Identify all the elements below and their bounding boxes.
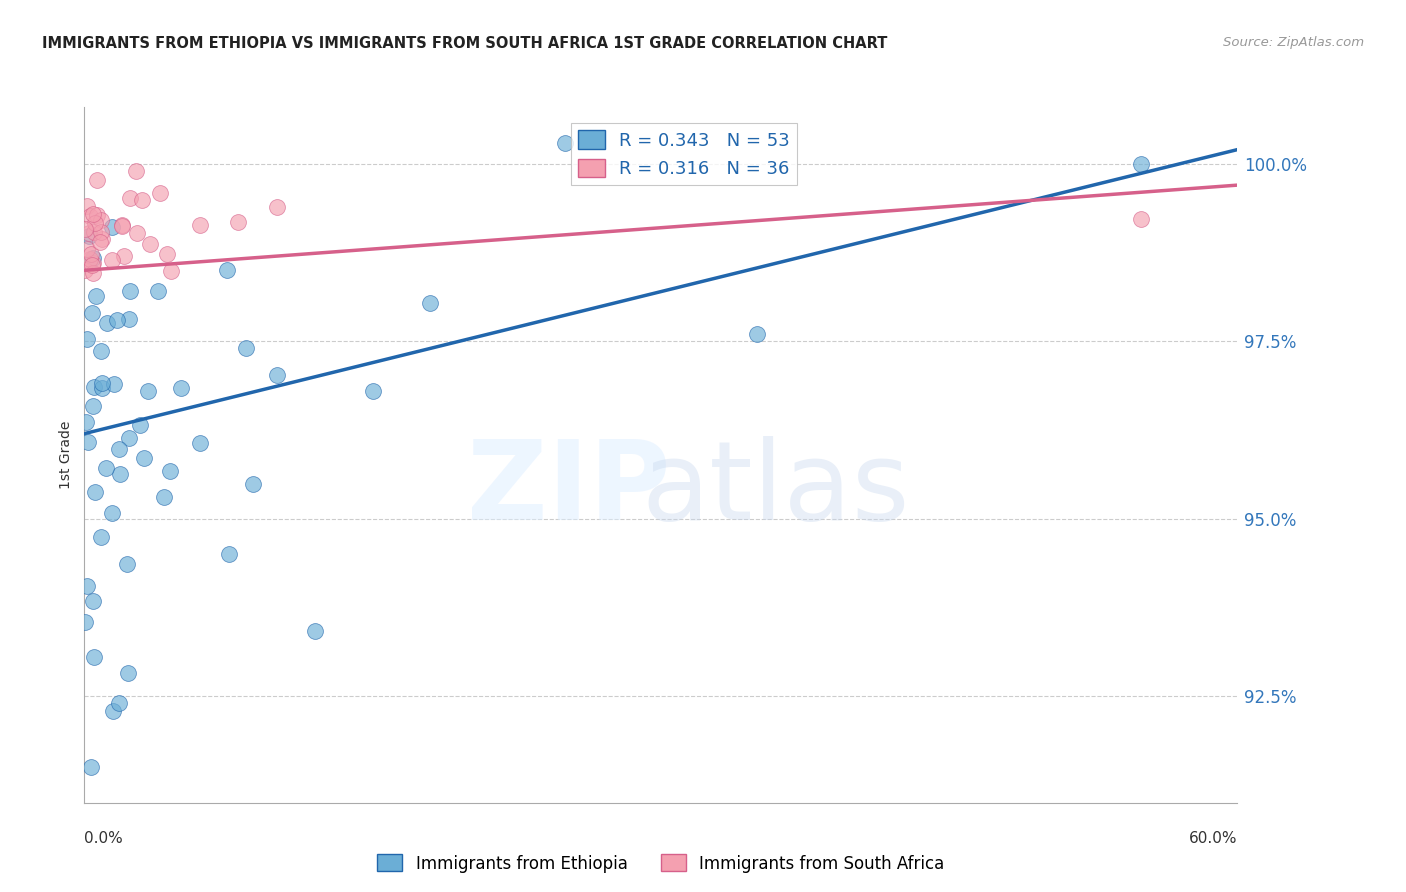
Point — [117, 430, 139, 444]
Point — [108, 697, 131, 711]
Point — [79, 209, 101, 223]
Point — [149, 186, 172, 200]
Point — [79, 252, 101, 267]
Text: 0.0%: 0.0% — [84, 831, 124, 846]
Point — [90, 381, 112, 395]
Point — [82, 594, 104, 608]
Point — [139, 237, 162, 252]
Point — [82, 256, 104, 270]
Point — [83, 649, 105, 664]
Point — [77, 226, 100, 240]
Point — [76, 242, 98, 256]
Point — [118, 311, 141, 326]
Point — [82, 251, 104, 265]
Point — [82, 266, 104, 280]
Point — [117, 558, 139, 572]
Point — [79, 228, 101, 243]
Point — [304, 624, 326, 638]
Text: 60.0%: 60.0% — [1189, 831, 1237, 846]
Point — [125, 227, 148, 241]
Point — [103, 704, 124, 718]
Point — [1130, 211, 1153, 226]
Point — [108, 442, 131, 456]
Point — [100, 507, 122, 521]
Point — [90, 376, 112, 391]
Point — [83, 225, 105, 239]
Point — [91, 232, 114, 246]
Point — [90, 212, 112, 227]
Point — [79, 760, 101, 774]
Text: atlas: atlas — [643, 436, 910, 543]
Point — [101, 219, 124, 234]
Point — [266, 200, 288, 214]
Point — [125, 164, 148, 178]
Point — [80, 247, 103, 261]
Point — [554, 136, 576, 150]
Point — [266, 368, 288, 382]
Point — [76, 199, 98, 213]
Point — [361, 384, 384, 398]
Text: ZIP: ZIP — [467, 436, 671, 543]
Point — [75, 415, 97, 429]
Point — [159, 464, 181, 478]
Point — [76, 435, 98, 450]
Point — [117, 666, 139, 681]
Point — [90, 344, 112, 359]
Point — [86, 173, 108, 187]
Point — [226, 214, 249, 228]
Point — [136, 384, 159, 399]
Point — [235, 341, 257, 355]
Point — [111, 219, 134, 233]
Point — [242, 477, 264, 491]
Point — [1130, 157, 1153, 171]
Point — [188, 436, 211, 450]
Point — [83, 216, 105, 230]
Point — [118, 191, 141, 205]
Point — [745, 327, 768, 342]
Point — [76, 579, 98, 593]
Legend: R = 0.343   N = 53, R = 0.316   N = 36: R = 0.343 N = 53, R = 0.316 N = 36 — [571, 123, 797, 186]
Point — [188, 218, 211, 232]
Point — [131, 193, 153, 207]
Point — [111, 218, 134, 232]
Point — [96, 316, 118, 330]
Point — [75, 222, 97, 236]
Point — [103, 377, 125, 392]
Point — [101, 252, 124, 267]
Point — [80, 258, 103, 272]
Point — [82, 207, 104, 221]
Point — [90, 226, 112, 240]
Point — [218, 547, 240, 561]
Legend: Immigrants from Ethiopia, Immigrants from South Africa: Immigrants from Ethiopia, Immigrants fro… — [371, 847, 950, 880]
Point — [156, 247, 179, 261]
Y-axis label: 1st Grade: 1st Grade — [59, 421, 73, 489]
Point — [128, 417, 150, 432]
Point — [90, 530, 112, 544]
Point — [75, 615, 97, 630]
Point — [132, 450, 155, 465]
Point — [84, 485, 107, 500]
Point — [105, 313, 128, 327]
Point — [80, 306, 103, 320]
Point — [89, 235, 111, 249]
Point — [152, 490, 174, 504]
Point — [108, 467, 131, 481]
Point — [75, 262, 97, 277]
Point — [148, 284, 170, 298]
Point — [160, 264, 183, 278]
Text: Source: ZipAtlas.com: Source: ZipAtlas.com — [1223, 36, 1364, 49]
Point — [170, 381, 193, 395]
Point — [83, 380, 105, 394]
Point — [84, 289, 107, 303]
Point — [96, 460, 118, 475]
Point — [118, 284, 141, 298]
Point — [112, 249, 135, 263]
Point — [217, 263, 239, 277]
Point — [419, 295, 441, 310]
Point — [86, 208, 108, 222]
Point — [82, 400, 104, 414]
Point — [76, 332, 98, 346]
Text: IMMIGRANTS FROM ETHIOPIA VS IMMIGRANTS FROM SOUTH AFRICA 1ST GRADE CORRELATION C: IMMIGRANTS FROM ETHIOPIA VS IMMIGRANTS F… — [42, 36, 887, 51]
